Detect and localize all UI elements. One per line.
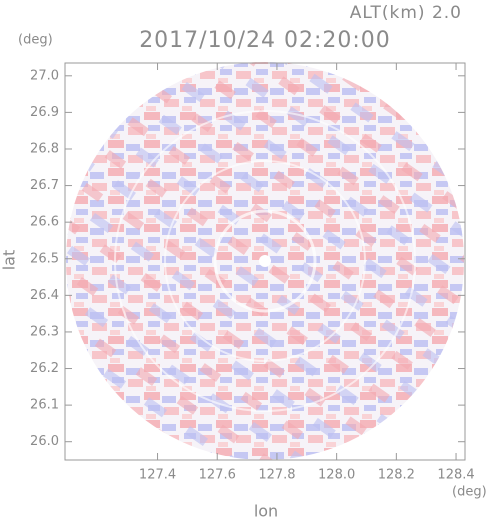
y-axis-title: lat bbox=[0, 250, 19, 271]
y-tick-label: 26.9 bbox=[30, 105, 59, 120]
chart-title: 2017/10/24 02:20:00 bbox=[139, 28, 391, 53]
y-tick-label: 26.5 bbox=[30, 251, 59, 266]
chart-subtitle: ALT(km) 2.0 bbox=[350, 3, 462, 23]
x-tick-label: 127.6 bbox=[199, 468, 236, 483]
x-axis-title: lon bbox=[254, 502, 278, 521]
y-tick-label: 26.8 bbox=[30, 141, 59, 156]
x-tick-label: 128.2 bbox=[378, 468, 415, 483]
x-unit: (deg) bbox=[452, 485, 487, 500]
x-tick-label: 127.8 bbox=[258, 468, 295, 483]
y-tick-label: 26.0 bbox=[30, 434, 59, 449]
y-tick-label: 26.3 bbox=[30, 324, 59, 339]
y-tick-label: 26.2 bbox=[30, 361, 59, 376]
y-tick-label: 26.6 bbox=[30, 215, 59, 230]
y-tick-label: 26.4 bbox=[30, 288, 59, 303]
x-tick-label: 128.0 bbox=[318, 468, 355, 483]
x-tick-label: 127.4 bbox=[139, 468, 176, 483]
y-tick-label: 26.1 bbox=[30, 398, 59, 413]
x-tick-label: 128.4 bbox=[437, 468, 474, 483]
plot-frame bbox=[64, 62, 466, 461]
radar-field bbox=[66, 62, 464, 460]
y-unit: (deg) bbox=[18, 33, 53, 48]
y-tick-label: 27.0 bbox=[30, 68, 59, 83]
y-tick-label: 26.7 bbox=[30, 178, 59, 193]
